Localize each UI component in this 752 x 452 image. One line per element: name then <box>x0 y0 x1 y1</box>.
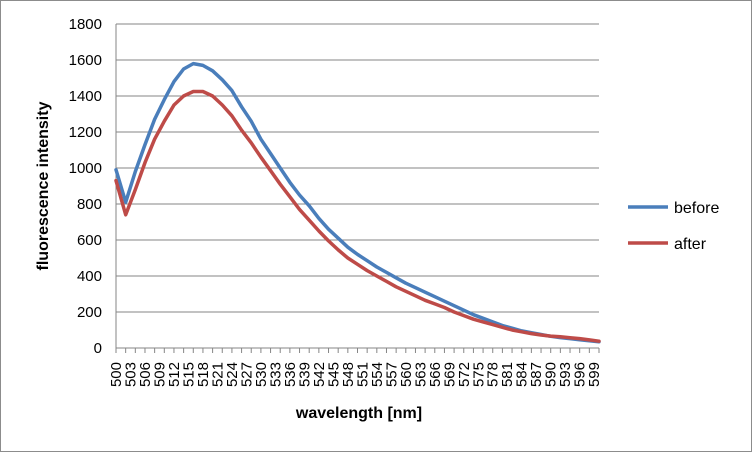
x-tick-label: 524 <box>224 362 241 387</box>
y-tick-label: 800 <box>77 196 102 213</box>
legend: before after <box>628 200 719 253</box>
x-tick-label: 566 <box>427 362 444 387</box>
y-tick-label: 400 <box>77 268 102 285</box>
y-tick-label: 1200 <box>69 124 102 141</box>
series-line-before <box>114 61 601 344</box>
x-tick-label: 593 <box>557 362 574 387</box>
x-tick-label: 506 <box>137 362 154 387</box>
x-tick-label: 509 <box>151 362 168 387</box>
x-tick-label: 539 <box>296 362 313 387</box>
x-tick-label: 515 <box>180 362 197 387</box>
x-tick-label: 527 <box>238 362 255 387</box>
x-tick-label: 572 <box>456 362 473 387</box>
x-tick-label: 581 <box>499 362 516 387</box>
x-tick-label: 578 <box>485 362 502 387</box>
x-tick-label: 563 <box>412 362 429 387</box>
axes <box>115 24 600 353</box>
x-tick-label: 599 <box>586 362 603 387</box>
x-tick-label: 533 <box>267 362 284 387</box>
x-tick-label: 560 <box>398 362 415 387</box>
y-tick-label: 0 <box>94 340 102 357</box>
y-tick-label: 200 <box>77 304 102 321</box>
legend-label-before: before <box>674 200 719 217</box>
y-tick-label: 1800 <box>69 16 102 33</box>
y-tick-label: 1600 <box>69 52 102 69</box>
gridlines <box>116 23 599 313</box>
x-tick-label: 587 <box>528 362 545 387</box>
x-tick-label: 521 <box>209 362 226 387</box>
legend-label-after: after <box>674 236 707 253</box>
x-tick-label: 551 <box>354 362 371 387</box>
x-tick-label: 548 <box>340 362 357 387</box>
x-tick-labels: 5005035065095125155185215245275305335365… <box>108 362 603 387</box>
x-tick-label: 557 <box>383 362 400 387</box>
series-lines <box>114 61 601 344</box>
x-tick-label: 512 <box>166 362 183 387</box>
x-tick-label: 542 <box>311 362 328 387</box>
x-tick-label: 530 <box>253 362 270 387</box>
x-tick-label: 503 <box>122 362 139 387</box>
y-axis-title: fluorescence intensity <box>35 101 52 270</box>
x-tick-label: 518 <box>195 362 212 387</box>
y-tick-label: 1000 <box>69 160 102 177</box>
y-tick-label: 600 <box>77 232 102 249</box>
series-line-after <box>114 89 601 343</box>
x-tick-label: 584 <box>514 362 531 387</box>
x-tick-label: 536 <box>282 362 299 387</box>
x-tick-label: 575 <box>470 362 487 387</box>
x-tick-label: 500 <box>108 362 125 387</box>
x-tick-label: 545 <box>325 362 342 387</box>
x-tick-label: 596 <box>572 362 589 387</box>
x-axis-title: wavelength [nm] <box>295 405 422 422</box>
y-tick-labels: 0 200 400 600 800 1000 1200 1400 1600 1800 <box>69 16 102 357</box>
x-tick-label: 554 <box>369 362 386 387</box>
x-tick-label: 569 <box>441 362 458 387</box>
x-tick-label: 590 <box>543 362 560 387</box>
y-tick-label: 1400 <box>69 88 102 105</box>
